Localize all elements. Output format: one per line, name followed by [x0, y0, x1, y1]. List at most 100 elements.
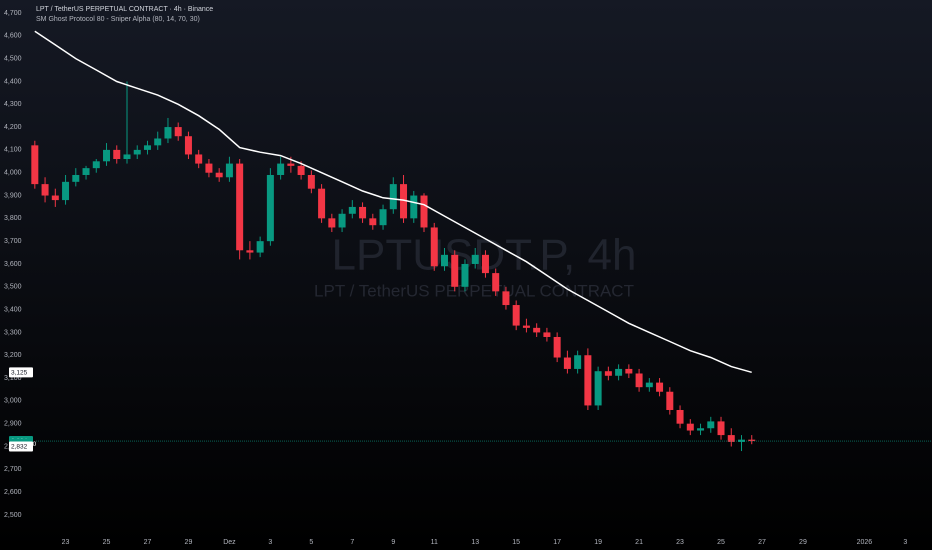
- candle-body: [502, 291, 510, 306]
- y-tick-label: 4,500: [4, 55, 22, 62]
- y-tick-label: 4,100: [4, 147, 22, 154]
- candle-body: [174, 127, 182, 137]
- candle-body: [604, 371, 612, 376]
- candle-body: [615, 368, 623, 376]
- y-tick-label: 3,600: [4, 261, 22, 268]
- candle-body: [717, 421, 725, 436]
- candle-body: [522, 325, 530, 328]
- candle-body: [184, 136, 192, 155]
- x-tick-label: 2026: [857, 539, 873, 546]
- candle-body: [748, 439, 756, 442]
- y-tick-label: 3,100: [4, 375, 22, 382]
- x-tick-label: 23: [676, 539, 684, 546]
- candle-body: [543, 332, 551, 337]
- candle-body: [92, 161, 100, 169]
- x-tick-label: 7: [350, 539, 354, 546]
- candle-body: [594, 371, 602, 406]
- candle-body: [348, 206, 356, 214]
- y-tick-label: 4,400: [4, 78, 22, 85]
- x-tick-label: Dez: [223, 539, 236, 546]
- candle-body: [359, 206, 367, 219]
- candle-body: [51, 195, 59, 201]
- y-tick-label: 2,700: [4, 466, 22, 473]
- x-tick-label: 25: [717, 539, 725, 546]
- x-tick-label: 21: [635, 539, 643, 546]
- candle-body: [471, 254, 479, 264]
- price-tag: [9, 441, 33, 452]
- candle-body: [676, 409, 684, 424]
- candle-body: [635, 373, 643, 388]
- y-tick-label: 3,800: [4, 215, 22, 222]
- candle-body: [338, 213, 346, 228]
- indicator-label: SM Ghost Protocol 80 - Sniper Alpha (80,…: [36, 16, 200, 23]
- candle-body: [369, 218, 377, 226]
- y-tick-label: 4,200: [4, 124, 22, 131]
- x-tick-label: 29: [799, 539, 807, 546]
- candle-body: [236, 163, 244, 251]
- candle-body: [205, 163, 213, 173]
- candle-body: [225, 163, 233, 178]
- candle-body: [645, 382, 653, 388]
- y-tick-label: 3,500: [4, 284, 22, 291]
- y-tick-label: 4,300: [4, 101, 22, 108]
- candle-body: [481, 254, 489, 274]
- candle-body: [533, 327, 541, 333]
- candle-body: [574, 355, 582, 369]
- y-tick-label: 4,000: [4, 170, 22, 177]
- x-tick-label: 27: [758, 539, 766, 546]
- y-tick-label: 3,900: [4, 192, 22, 199]
- y-tick-label: 3,000: [4, 398, 22, 405]
- y-tick-label: 4,600: [4, 33, 22, 40]
- candle-body: [277, 163, 285, 175]
- candle-body: [512, 305, 520, 326]
- candle-body: [697, 428, 705, 431]
- chart-title: LPT / TetherUS PERPETUAL CONTRACT · 4h ·…: [36, 6, 213, 13]
- y-tick-label: 2,900: [4, 421, 22, 428]
- candle-body: [430, 227, 438, 267]
- candle-body: [72, 174, 80, 182]
- candle-body: [256, 241, 264, 253]
- candle-body: [420, 195, 428, 228]
- x-tick-label: 23: [62, 539, 70, 546]
- candle-body: [686, 423, 694, 431]
- candle-body: [82, 168, 90, 175]
- candle-body: [133, 149, 141, 155]
- candle-body: [492, 273, 500, 292]
- candle-body: [461, 263, 469, 287]
- y-tick-label: 2,600: [4, 489, 22, 496]
- candle-body: [584, 355, 592, 406]
- candle-body: [195, 154, 203, 164]
- x-tick-label: 3: [903, 539, 907, 546]
- candle-body: [563, 357, 571, 369]
- candle-body: [440, 254, 448, 267]
- y-tick-label: 4,700: [4, 10, 22, 17]
- candle-body: [31, 145, 39, 185]
- candle-body: [625, 368, 633, 374]
- candle-body: [656, 382, 664, 392]
- candle-body: [41, 184, 49, 196]
- candle-body: [215, 172, 223, 178]
- x-tick-label: 29: [185, 539, 193, 546]
- plot: 2,5002,6002,7002,8002,9003,0003,1003,200…: [4, 10, 932, 546]
- x-tick-label: 19: [594, 539, 602, 546]
- candle-body: [410, 195, 418, 219]
- candle-body: [379, 209, 387, 226]
- candle-body: [143, 145, 151, 150]
- x-tick-label: 9: [391, 539, 395, 546]
- x-tick-label: 11: [431, 539, 438, 546]
- candle-body: [103, 149, 111, 162]
- y-tick-label: 3,300: [4, 329, 22, 336]
- price-tag: [9, 367, 33, 378]
- candle-body: [738, 439, 746, 442]
- candle-body: [123, 154, 131, 160]
- candle-body: [389, 184, 397, 210]
- candle-body: [246, 250, 254, 253]
- watermark-subtitle: LPT / TetherUS PERPETUAL CONTRACT: [314, 281, 634, 300]
- candle-body: [266, 174, 274, 242]
- candle-body: [727, 435, 735, 442]
- x-tick-label: 25: [103, 539, 111, 546]
- x-tick-label: 15: [512, 539, 520, 546]
- y-tick-label: 2,500: [4, 512, 22, 519]
- y-tick-label: 3,700: [4, 238, 22, 245]
- candle-body: [707, 421, 715, 429]
